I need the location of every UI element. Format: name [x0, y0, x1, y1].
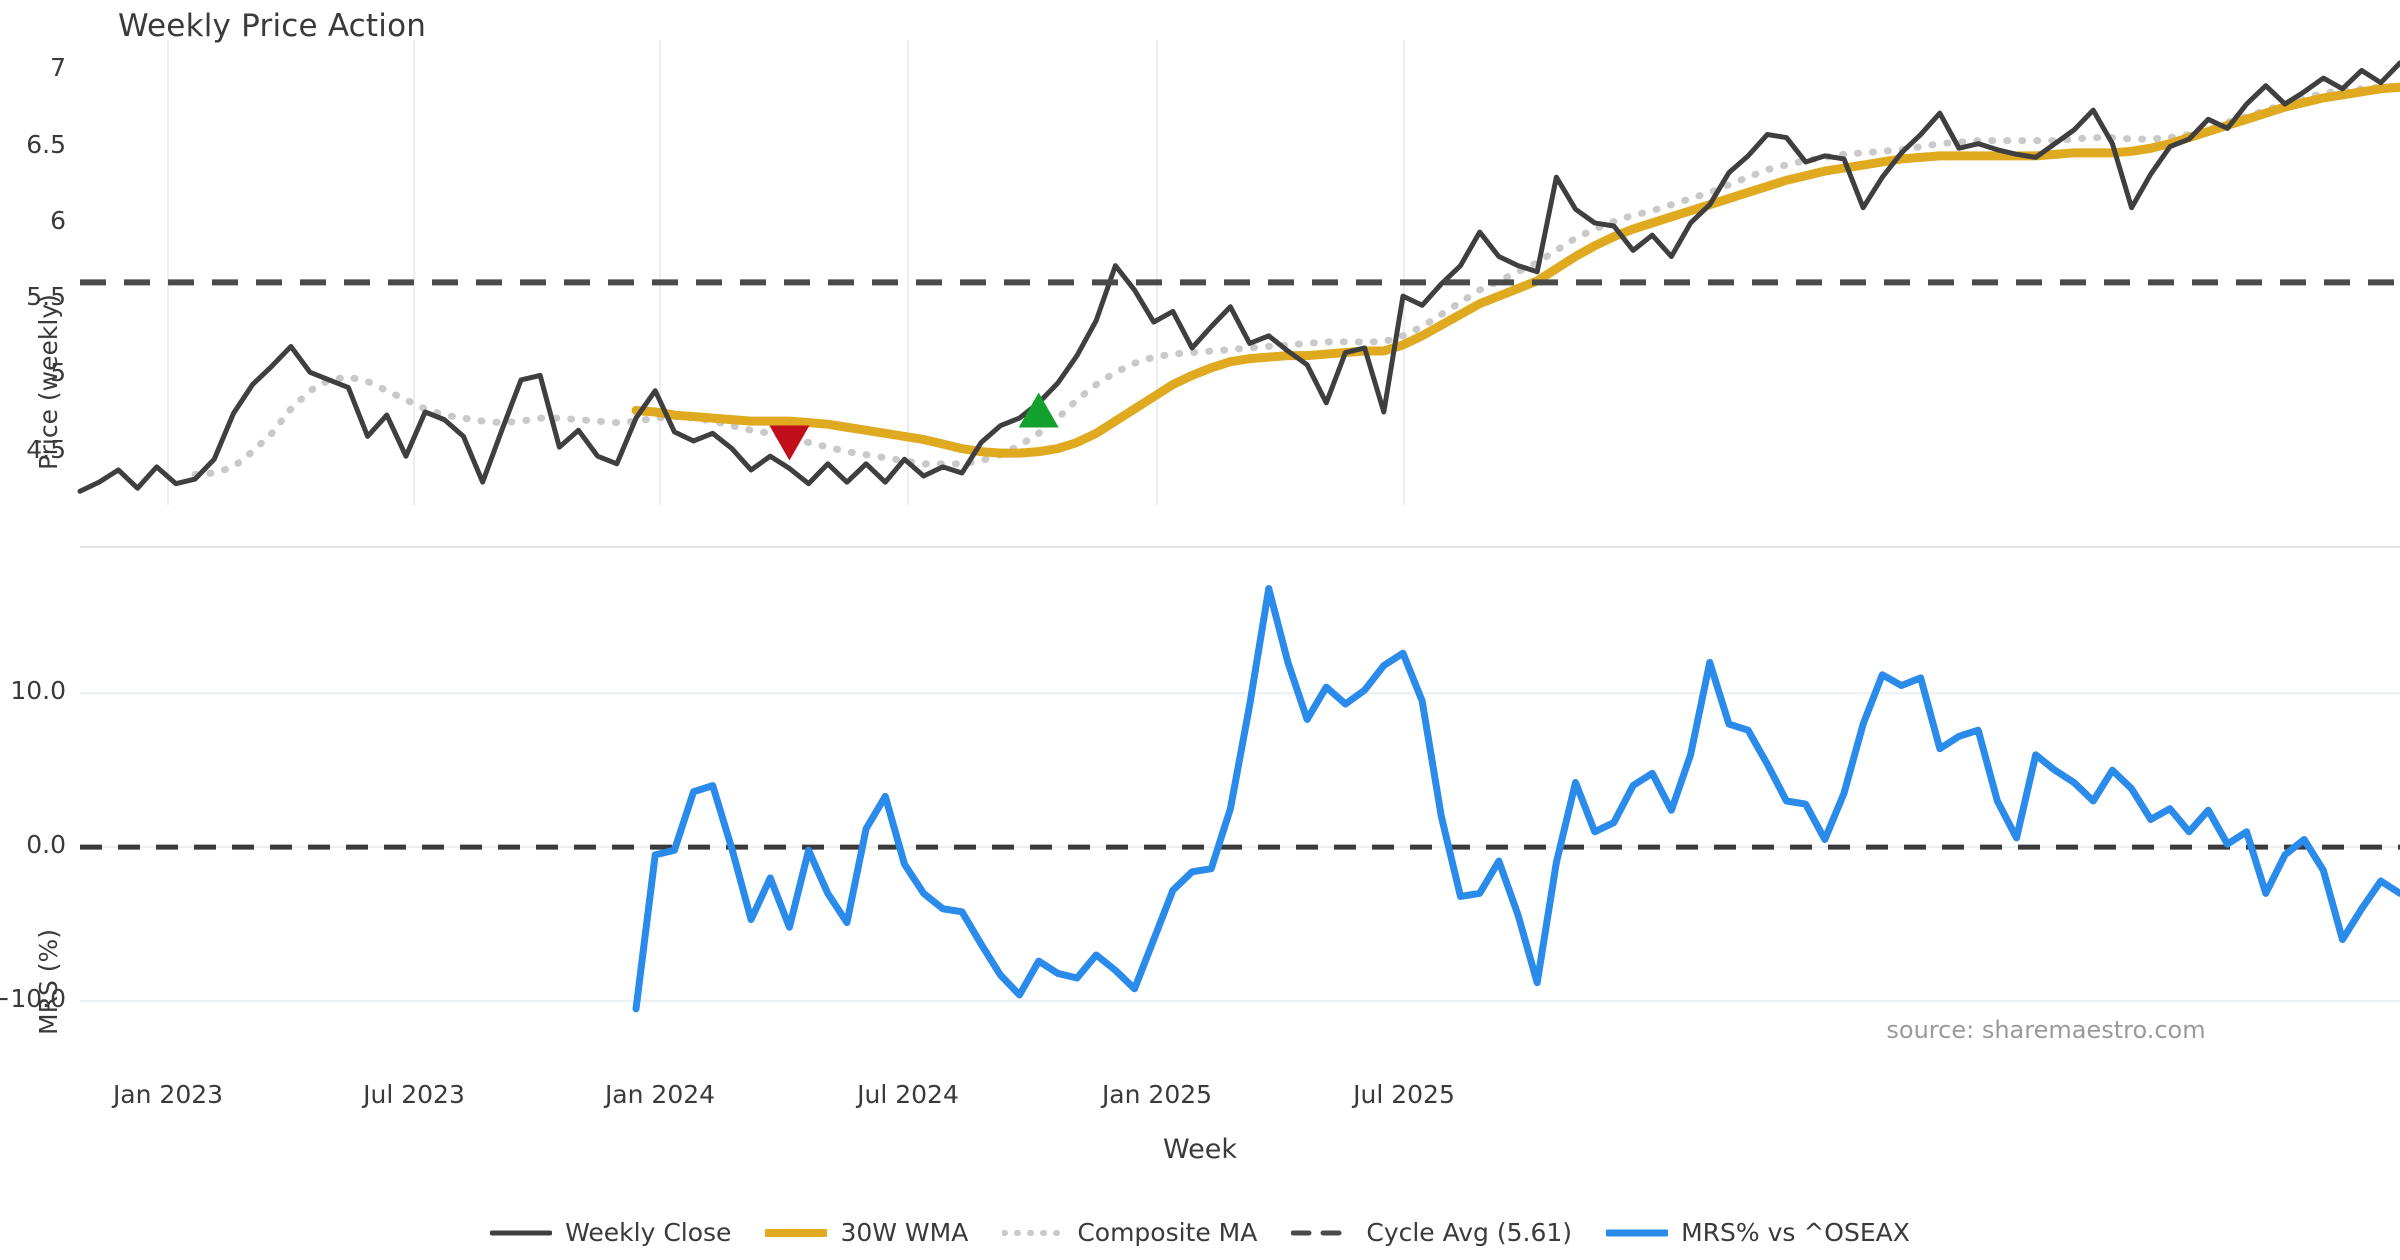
chart-title: Weekly Price Action [118, 8, 427, 44]
legend-label: 30W WMA [840, 1218, 969, 1247]
legend-label: Composite MA [1077, 1218, 1258, 1247]
x-tick: Jan 2023 [112, 1080, 224, 1109]
legend-label: Cycle Avg (5.61) [1366, 1218, 1573, 1247]
legend-item[interactable]: Composite MA [1002, 1218, 1257, 1247]
x-tick: Jul 2023 [363, 1080, 465, 1109]
legend-swatch-icon [490, 1222, 553, 1244]
legend-swatch-icon [765, 1222, 828, 1244]
legend-item[interactable]: MRS% vs ^OSEAX [1606, 1218, 1910, 1247]
x-tick: Jan 2025 [1101, 1080, 1213, 1109]
price-ytick: 4.5 [26, 434, 66, 464]
x-tick: Jul 2025 [1353, 1080, 1455, 1109]
legend-swatch-icon [1606, 1222, 1669, 1244]
legend-swatch-icon [1002, 1222, 1065, 1244]
price-ytick: 5 [50, 358, 66, 388]
legend-item[interactable]: Cycle Avg (5.61) [1291, 1218, 1572, 1247]
legend-item[interactable]: 30W WMA [765, 1218, 968, 1247]
source-watermark: source: sharemaestro.com [1886, 1016, 2206, 1044]
x-tick: Jul 2024 [857, 1080, 959, 1109]
mrs-ytick: 0.0 [26, 830, 66, 860]
legend-item[interactable]: Weekly Close [490, 1218, 731, 1247]
mrs-ytick: 10.0 [10, 676, 66, 706]
chart-legend: Weekly Close 30W WMA Composite MA Cycle Avg… [0, 1218, 2400, 1247]
price-ytick: 5.5 [26, 282, 66, 312]
legend-label: Weekly Close [565, 1218, 732, 1247]
price-ytick: 7 [50, 53, 66, 83]
price-ytick: 6 [50, 205, 66, 235]
legend-label: MRS% vs ^OSEAX [1681, 1218, 1910, 1247]
x-axis-label: Week [1163, 1134, 1237, 1165]
x-tick: Jan 2024 [604, 1080, 716, 1109]
mrs-axis-label: MRS (%) [34, 928, 63, 1035]
price-ytick: 6.5 [26, 129, 66, 159]
legend-swatch-icon [1291, 1222, 1354, 1244]
mrs-ytick: −10.0 [0, 984, 66, 1014]
